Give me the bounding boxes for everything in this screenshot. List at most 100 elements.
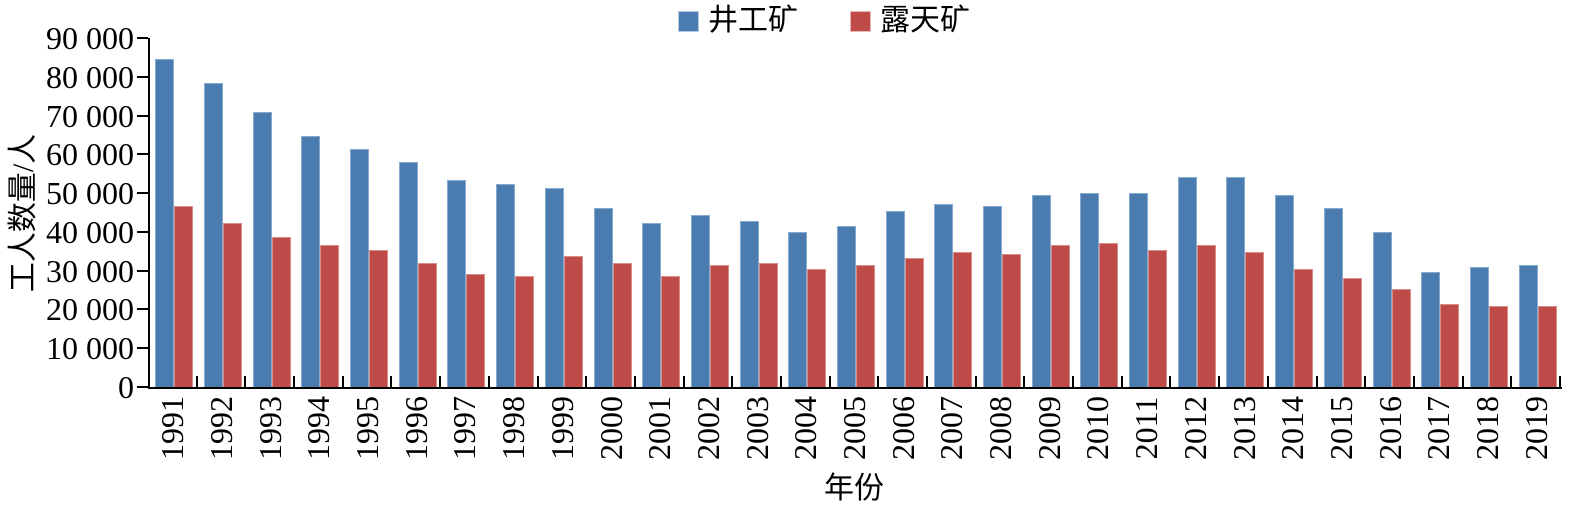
x-tick-label-2003: 2003 (738, 396, 775, 460)
x-tick-label-2013: 2013 (1225, 396, 1262, 460)
x-tick-1998 (536, 376, 539, 387)
year-group-1997 (442, 38, 491, 387)
x-tick-2017 (1461, 376, 1464, 387)
bar-underground-mine-2013 (1226, 177, 1246, 387)
bar-open-pit-mine-1997 (466, 273, 486, 387)
x-tick-2012 (1218, 376, 1221, 387)
x-tick-2000 (633, 376, 636, 387)
bar-underground-mine-2008 (983, 206, 1003, 387)
bar-underground-mine-2002 (690, 214, 710, 387)
x-axis-title: 年份 (824, 472, 884, 505)
bar-open-pit-mine-2006 (904, 258, 924, 387)
x-tick-label-2009: 2009 (1030, 396, 1067, 460)
x-tick-2008 (1023, 376, 1026, 387)
y-tick-label-60000: 60 000 (46, 136, 134, 173)
x-tick-2003 (779, 376, 782, 387)
bar-open-pit-mine-2014 (1294, 269, 1314, 387)
year-group-1993 (247, 38, 296, 387)
year-group-2015 (1319, 38, 1368, 387)
year-group-1995 (345, 38, 394, 387)
year-group-1994 (296, 38, 345, 387)
year-group-2002 (686, 38, 735, 387)
year-group-2017 (1416, 38, 1465, 387)
legend-label-underground-mine: 井工矿 (708, 4, 798, 37)
x-tick-2001 (682, 376, 685, 387)
bar-open-pit-mine-2003 (758, 262, 778, 387)
year-group-2018 (1465, 38, 1514, 387)
y-tick-label-20000: 20 000 (46, 291, 134, 328)
x-tick-label-1995: 1995 (349, 396, 386, 460)
y-tick-30000 (137, 269, 148, 272)
x-tick-label-2008: 2008 (982, 396, 1019, 460)
x-tick-label-2015: 2015 (1322, 396, 1359, 460)
bar-underground-mine-2007 (934, 203, 954, 387)
bar-underground-mine-1993 (252, 111, 272, 387)
x-tick-1993 (293, 376, 296, 387)
year-group-2008 (978, 38, 1027, 387)
y-tick-80000 (137, 75, 148, 78)
x-tick-label-1991: 1991 (154, 396, 191, 460)
year-group-2005 (832, 38, 881, 387)
bar-underground-mine-1999 (544, 188, 564, 387)
y-tick-label-50000: 50 000 (46, 175, 134, 212)
bar-underground-mine-2009 (1031, 194, 1051, 387)
year-group-2001 (637, 38, 686, 387)
y-tick-10000 (137, 347, 148, 350)
bar-open-pit-mine-1996 (417, 262, 437, 387)
bar-underground-mine-2018 (1469, 267, 1489, 387)
year-group-2016 (1367, 38, 1416, 387)
bar-underground-mine-2017 (1421, 271, 1441, 387)
bar-open-pit-mine-1994 (320, 245, 340, 387)
x-tick-1994 (341, 376, 344, 387)
y-tick-label-70000: 70 000 (46, 97, 134, 134)
x-tick-1991 (195, 376, 198, 387)
x-tick-2013 (1266, 376, 1269, 387)
x-tick-2006 (926, 376, 929, 387)
x-tick-label-1992: 1992 (203, 396, 240, 460)
year-group-2009 (1026, 38, 1075, 387)
year-group-2013 (1221, 38, 1270, 387)
year-group-1992 (199, 38, 248, 387)
bar-open-pit-mine-2000 (612, 262, 632, 387)
bar-underground-mine-2010 (1080, 192, 1100, 387)
bar-underground-mine-2014 (1275, 194, 1295, 387)
y-tick-50000 (137, 192, 148, 195)
x-tick-2014 (1315, 376, 1318, 387)
year-group-1991 (150, 38, 199, 387)
x-tick-2007 (974, 376, 977, 387)
year-group-2000 (588, 38, 637, 387)
year-group-2006 (880, 38, 929, 387)
bar-underground-mine-2019 (1518, 264, 1538, 387)
bar-open-pit-mine-2008 (1002, 254, 1022, 387)
bar-open-pit-mine-2007 (953, 251, 973, 387)
bar-open-pit-mine-2009 (1050, 245, 1070, 387)
year-group-2012 (1172, 38, 1221, 387)
x-tick-label-2010: 2010 (1079, 396, 1116, 460)
x-tick-label-2002: 2002 (689, 396, 726, 460)
bar-underground-mine-2001 (642, 222, 662, 387)
bar-underground-mine-1996 (398, 162, 418, 387)
x-tick-2016 (1412, 376, 1415, 387)
year-group-1996 (393, 38, 442, 387)
y-tick-70000 (137, 114, 148, 117)
x-tick-label-1998: 1998 (495, 396, 532, 460)
year-group-2014 (1270, 38, 1319, 387)
bar-underground-mine-2015 (1323, 208, 1343, 387)
y-tick-90000 (137, 37, 148, 39)
year-group-1999 (540, 38, 589, 387)
bar-open-pit-mine-2018 (1488, 306, 1508, 387)
x-tick-label-1993: 1993 (251, 396, 288, 460)
x-tick-label-2012: 2012 (1176, 396, 1213, 460)
x-tick-label-1996: 1996 (397, 396, 434, 460)
x-tick-label-2019: 2019 (1517, 396, 1554, 460)
x-tick-2009 (1072, 376, 1075, 387)
x-tick-2010 (1120, 376, 1123, 387)
bar-open-pit-mine-1991 (174, 205, 194, 387)
bar-open-pit-mine-2011 (1148, 249, 1168, 387)
y-tick-40000 (137, 230, 148, 233)
year-group-2011 (1124, 38, 1173, 387)
bar-underground-mine-2004 (788, 231, 808, 387)
bar-open-pit-mine-2017 (1440, 304, 1460, 387)
x-tick-1995 (390, 376, 393, 387)
y-tick-label-10000: 10 000 (46, 330, 134, 367)
